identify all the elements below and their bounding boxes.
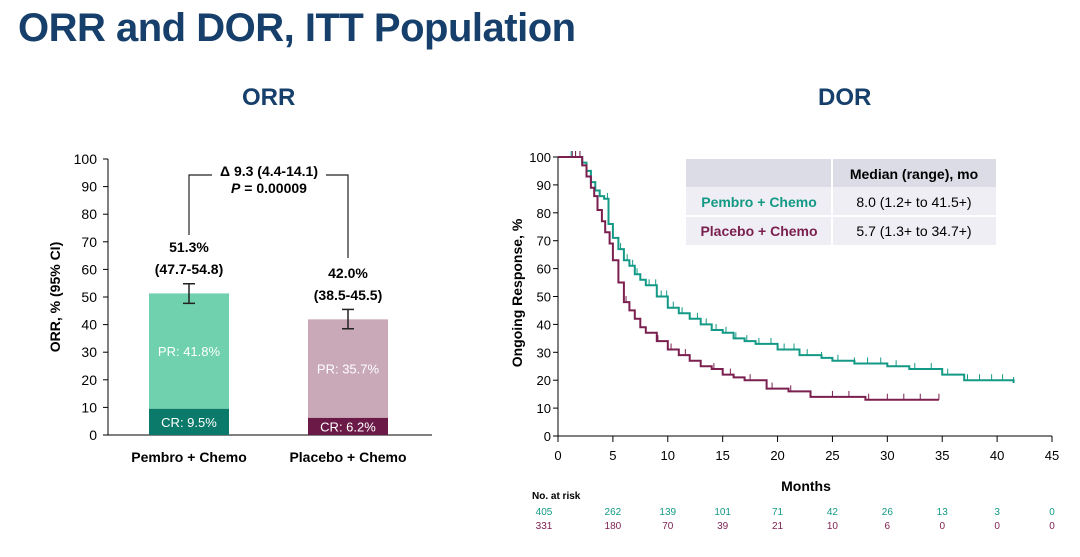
- orr-y-tick-label: 70: [81, 234, 97, 250]
- orr-pr-label: PR: 35.7%: [317, 362, 380, 377]
- orr-y-tick-label: 80: [81, 206, 97, 222]
- slide-title: ORR and DOR, ITT Population: [18, 6, 576, 50]
- dor-x-tick-label: 45: [1045, 448, 1059, 463]
- dor-y-tick-label: 90: [537, 178, 551, 193]
- dor-x-tick-label: 40: [990, 448, 1004, 463]
- risk-table-value: 262: [605, 507, 622, 518]
- risk-table-value: 3: [994, 507, 1000, 518]
- risk-table-value: 21: [772, 521, 784, 532]
- dor-x-tick-label: 35: [935, 448, 949, 463]
- risk-table-value: 13: [937, 507, 949, 518]
- dor-x-tick-label: 25: [825, 448, 839, 463]
- orr-bar-pr: [149, 293, 229, 409]
- risk-table-value: 0: [994, 521, 1000, 532]
- orr-bar-cr: [149, 408, 229, 435]
- dor-x-tick-label: 30: [880, 448, 894, 463]
- dor-km-curve: [558, 156, 939, 401]
- orr-pr-label: PR: 41.8%: [158, 344, 221, 359]
- risk-table-value: 10: [827, 521, 839, 532]
- dor-y-tick-label: 80: [537, 206, 551, 221]
- dor-y-tick-label: 0: [544, 429, 551, 444]
- orr-delta-label: Δ 9.3 (4.4-14.1): [220, 163, 318, 179]
- dor-y-tick-label: 40: [537, 317, 551, 332]
- orr-chart-title: ORR: [242, 84, 296, 111]
- risk-table-value: 101: [714, 507, 731, 518]
- dor-x-tick-label: 5: [609, 448, 616, 463]
- dor-x-tick-label: 15: [715, 448, 729, 463]
- dor-y-tick-label: 100: [529, 150, 551, 165]
- orr-y-tick-label: 20: [81, 372, 97, 388]
- orr-y-tick-label: 30: [81, 344, 97, 360]
- orr-category-label: Pembro + Chemo: [131, 449, 247, 465]
- orr-category-label: Placebo + Chemo: [289, 449, 406, 465]
- orr-total-label: 42.0%: [328, 265, 368, 281]
- orr-y-tick-label: 60: [81, 261, 97, 277]
- orr-bar-cr: [308, 417, 388, 435]
- orr-bar-pr: [308, 319, 388, 418]
- risk-table-value: 6: [885, 521, 891, 532]
- dor-y-tick-label: 60: [537, 262, 551, 277]
- dor-x-tick-label: 20: [770, 448, 784, 463]
- dor-legend-series-name: Pembro + Chemo: [701, 194, 817, 210]
- dor-y-tick-label: 30: [537, 345, 551, 360]
- risk-table-value: 70: [662, 521, 674, 532]
- dor-y-axis-label: Ongoing Response, %: [509, 218, 525, 367]
- dor-legend-header-bg: [686, 159, 996, 187]
- dor-y-tick-label: 20: [537, 373, 551, 388]
- risk-table-value: 331: [536, 521, 553, 532]
- risk-table-value: 405: [536, 507, 553, 518]
- risk-table-value: 26: [882, 507, 894, 518]
- risk-table-value: 0: [1049, 521, 1055, 532]
- dor-legend-header: Median (range), mo: [850, 166, 978, 182]
- orr-p-value: P = 0.00009: [231, 180, 307, 196]
- risk-table-value: 0: [939, 521, 945, 532]
- risk-table-value: 139: [659, 507, 676, 518]
- orr-y-tick-label: 0: [89, 427, 97, 443]
- orr-cr-label: CR: 6.2%: [320, 419, 376, 434]
- orr-total-label: 51.3%: [169, 239, 209, 255]
- orr-y-axis-label: ORR, % (95% CI): [47, 242, 63, 352]
- risk-table-label: No. at risk: [532, 491, 581, 502]
- dor-y-tick-label: 70: [537, 234, 551, 249]
- orr-ci-label: (38.5-45.5): [314, 287, 382, 303]
- orr-y-tick-label: 50: [81, 289, 97, 305]
- dor-x-tick-label: 0: [554, 448, 561, 463]
- dor-y-tick-label: 10: [537, 401, 551, 416]
- orr-y-tick-label: 10: [81, 399, 97, 415]
- orr-cr-label: CR: 9.5%: [161, 415, 217, 430]
- dor-legend-median: 8.0 (1.2+ to 41.5+): [856, 194, 971, 210]
- risk-table-value: 180: [605, 521, 622, 532]
- risk-table-value: 39: [717, 521, 729, 532]
- orr-y-tick-label: 40: [81, 317, 97, 333]
- dor-y-tick-label: 50: [537, 290, 551, 305]
- risk-table-value: 42: [827, 507, 839, 518]
- risk-table-value: 71: [772, 507, 784, 518]
- dor-x-axis-label: Months: [781, 478, 831, 494]
- orr-y-tick-label: 90: [81, 179, 97, 195]
- orr-y-tick-label: 100: [74, 151, 98, 167]
- dor-x-tick-label: 10: [661, 448, 675, 463]
- dor-legend-series-name: Placebo + Chemo: [700, 223, 817, 239]
- orr-ci-label: (47.7-54.8): [155, 261, 223, 277]
- dor-chart-title: DOR: [818, 84, 872, 111]
- dor-legend-median: 5.7 (1.3+ to 34.7+): [856, 223, 971, 239]
- risk-table-value: 0: [1049, 507, 1055, 518]
- orr-comparison-bg: [212, 160, 326, 196]
